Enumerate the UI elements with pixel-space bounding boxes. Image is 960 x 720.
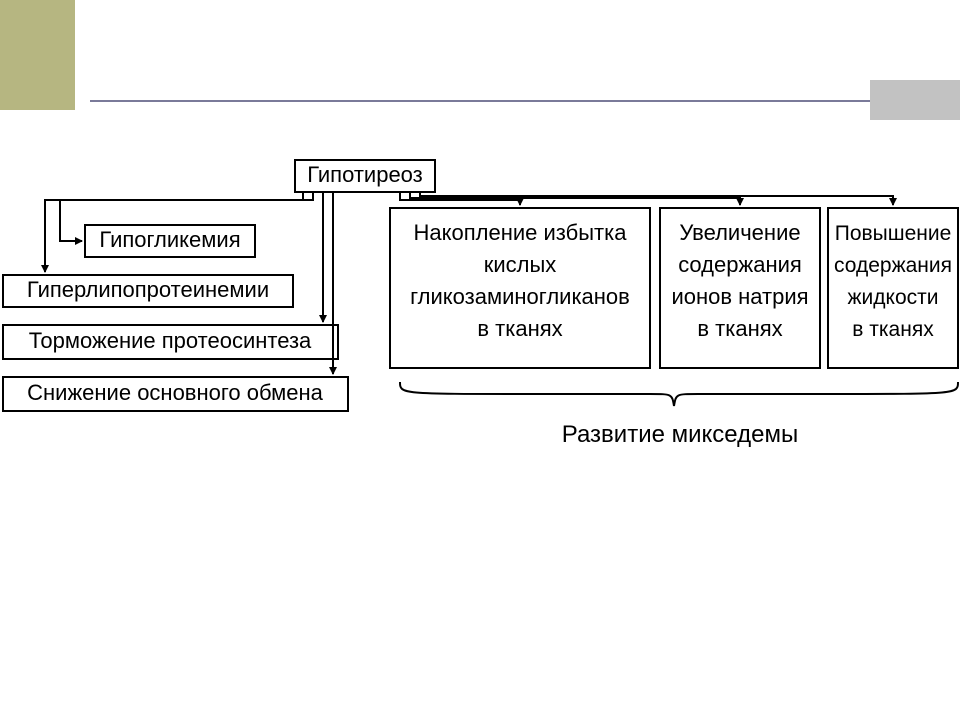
node-sodium-ions-l3: ионов натрия [671, 284, 808, 309]
flowchart: Гипотиреоз Гипогликемия Гиперлипопротеин… [0, 150, 960, 570]
page: Гипотиреоз Гипогликемия Гиперлипопротеин… [0, 0, 960, 720]
node-fluid-l3: жидкости [848, 286, 939, 309]
decor-olive [0, 0, 75, 110]
node-hypoglycemia-label: Гипогликемия [99, 227, 240, 252]
node-fluid-l2: содержания [834, 254, 952, 277]
node-sodium-ions-l4: в тканях [697, 316, 782, 341]
caption-myxedema: Развитие микседемы [562, 421, 798, 448]
node-hyperlipoproteinemia-label: Гиперлипопротеинемии [27, 277, 269, 302]
node-glycosaminoglycans-l4: в тканях [477, 316, 562, 341]
node-basal-metabolism-label: Снижение основного обмена [27, 380, 324, 405]
node-glycosaminoglycans-l1: Накопление избытка [414, 220, 628, 245]
node-sodium-ions-l2: содержания [678, 252, 802, 277]
node-sodium-ions-l1: Увеличение [679, 220, 800, 245]
node-fluid-l4: в тканях [852, 318, 934, 341]
node-glycosaminoglycans-l2: кислых [484, 252, 557, 277]
node-fluid-l1: Повышение [835, 222, 952, 245]
decor-gray [870, 80, 960, 120]
edge-root-r2 [410, 192, 740, 205]
node-root-label: Гипотиреоз [307, 162, 423, 187]
node-glycosaminoglycans-l3: гликозаминогликанов [410, 284, 630, 309]
node-proteosynthesis-label: Торможение протеосинтеза [29, 328, 312, 353]
brace [400, 382, 958, 406]
horizontal-rule [90, 100, 870, 102]
